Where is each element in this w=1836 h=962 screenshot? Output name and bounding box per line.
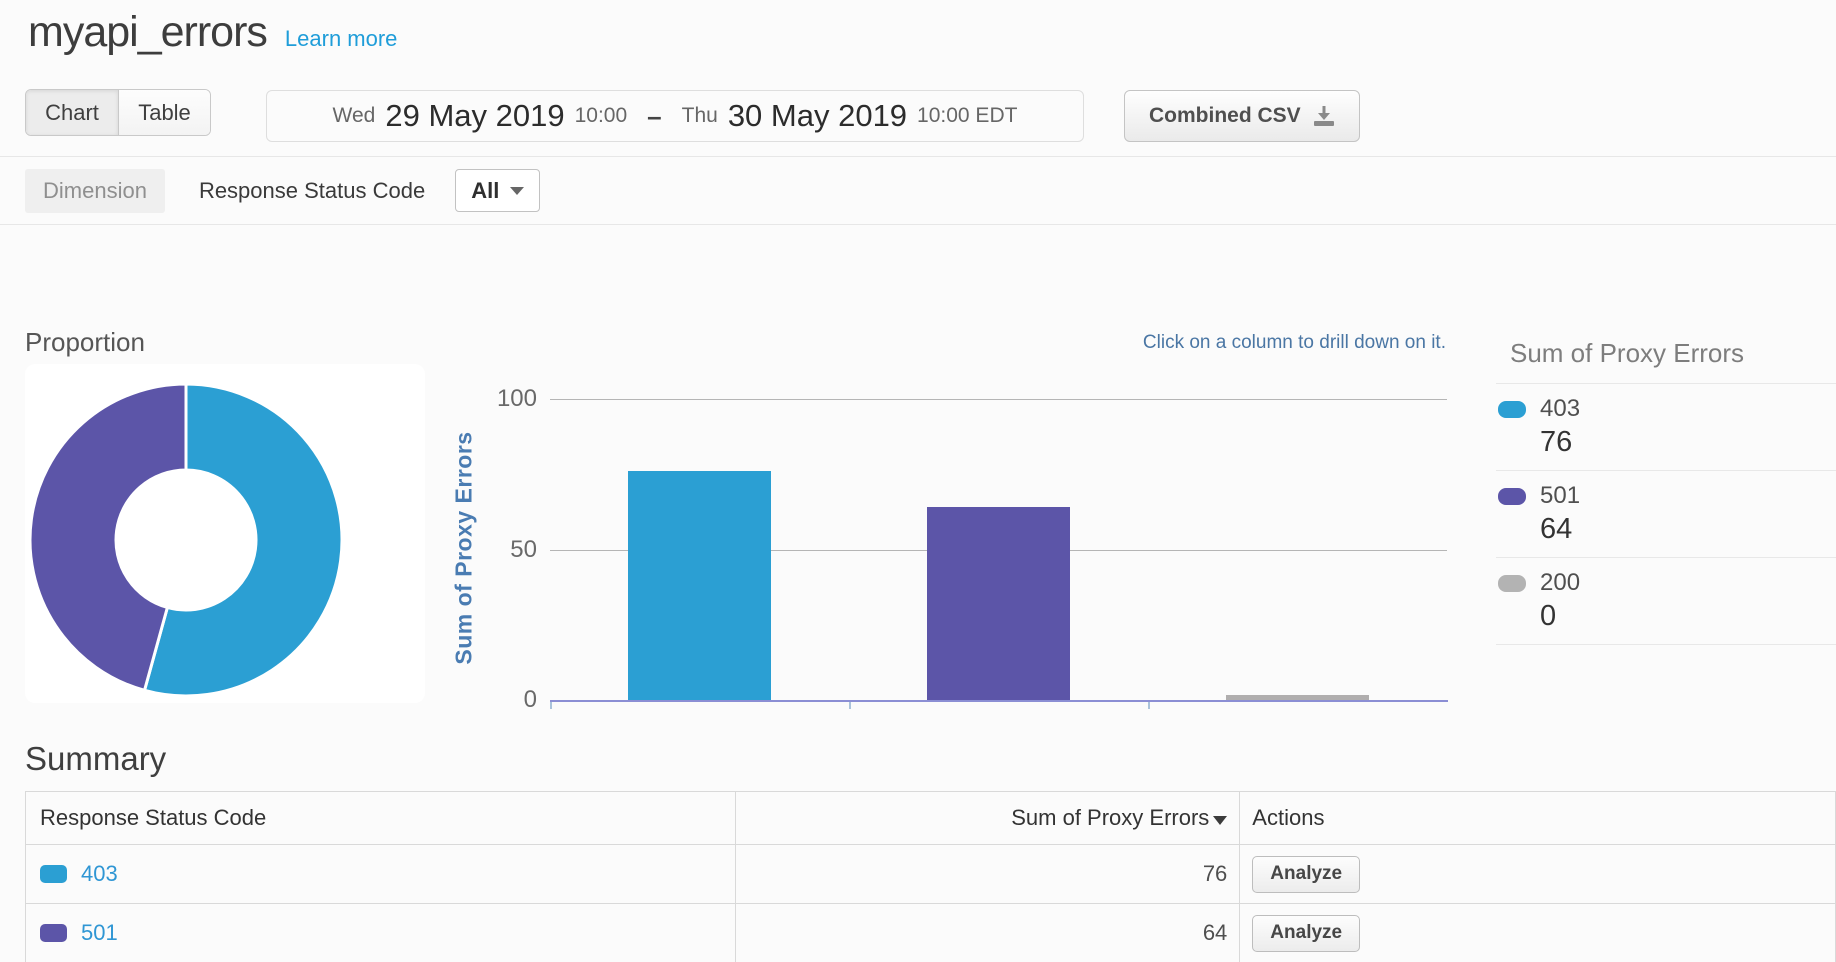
column-header-actions: Actions	[1239, 791, 1836, 845]
legend-panel: Sum of Proxy Errors 403 76 501 64 200 0	[1496, 338, 1836, 645]
sort-descending-icon[interactable]	[1213, 816, 1228, 825]
download-icon	[1313, 106, 1334, 126]
proportion-title: Proportion	[25, 327, 145, 357]
legend-label: 403	[1540, 395, 1581, 422]
legend-items: 403 76 501 64 200 0	[1496, 384, 1836, 645]
legend-label: 200	[1540, 569, 1581, 596]
tab-chart[interactable]: Chart	[26, 90, 118, 135]
legend-item-head: 200	[1498, 569, 1836, 597]
date-range-picker[interactable]: Wed 29 May 2019 10:00 – Thu 30 May 2019 …	[266, 90, 1084, 142]
table-row-501: 501 64 Analyze	[25, 903, 1836, 962]
donut-slice-501[interactable]	[28, 382, 188, 693]
column-header-response-status-code: Response Status Code	[25, 791, 736, 845]
status-code-link-501[interactable]: 501	[81, 920, 118, 945]
gridline-100	[550, 399, 1447, 400]
tab-table[interactable]: Table	[118, 90, 210, 135]
legend-label: 501	[1540, 482, 1581, 509]
proportion-donut-chart	[28, 382, 344, 698]
header: myapi_errors Learn more	[28, 8, 397, 57]
start-day: Wed	[332, 104, 376, 127]
bar-chart-x-axis	[550, 700, 1448, 702]
end-date: 30 May 2019	[727, 98, 908, 133]
legend-item-head: 501	[1498, 482, 1836, 510]
x-axis-tick	[1148, 702, 1150, 709]
caret-down-icon	[510, 186, 525, 195]
combined-csv-button[interactable]: Combined CSV	[1124, 90, 1360, 142]
x-axis-tick	[849, 702, 851, 709]
analyze-button-501[interactable]: Analyze	[1252, 914, 1361, 952]
legend-title: Sum of Proxy Errors	[1496, 338, 1836, 384]
start-time: 10:00	[574, 104, 628, 127]
summary-header-row: Response Status Code Sum of Proxy Errors…	[25, 791, 1836, 845]
combined-csv-label: Combined CSV	[1149, 104, 1301, 127]
bar-501[interactable]	[927, 507, 1070, 700]
dimension-bar: Dimension Response Status Code All	[0, 156, 1836, 225]
analyze-button-403[interactable]: Analyze	[1252, 855, 1361, 893]
dimension-filter-dropdown[interactable]: All	[455, 169, 541, 212]
status-code-link-403[interactable]: 403	[81, 861, 118, 886]
y-tick-label-50: 50	[510, 535, 537, 563]
sum-header-label: Sum of Proxy Errors	[1011, 805, 1210, 830]
summary-table-body: 403 76 Analyze 501 64 Analyze	[25, 844, 1836, 962]
legend-swatch-icon	[1498, 487, 1526, 505]
sum-of-proxy-errors-value: 76	[734, 844, 1241, 904]
sum-of-proxy-errors-value: 64	[734, 903, 1241, 962]
legend-swatch-icon	[1498, 400, 1526, 418]
legend-item-head: 403	[1498, 395, 1836, 423]
legend-item-200[interactable]: 200 0	[1496, 558, 1836, 645]
legend-item-501[interactable]: 501 64	[1496, 471, 1836, 558]
end-time: 10:00 EDT	[917, 104, 1018, 127]
y-tick-label-0: 0	[523, 686, 537, 713]
x-axis-tick	[550, 702, 552, 709]
page-title: myapi_errors	[28, 8, 268, 56]
learn-more-link[interactable]: Learn more	[284, 26, 398, 51]
column-header-sum-of-proxy-errors[interactable]: Sum of Proxy Errors	[734, 791, 1241, 845]
table-row-403: 403 76 Analyze	[25, 844, 1836, 904]
status-code-cell: 403	[40, 861, 735, 887]
legend-value: 64	[1540, 513, 1573, 545]
status-code-swatch-icon	[40, 865, 67, 883]
status-code-cell: 501	[40, 920, 735, 946]
drill-down-hint: Click on a column to drill down on it.	[1142, 332, 1446, 353]
chart-table-toggle: Chart Table	[25, 89, 211, 136]
dimension-filter-value: All	[471, 177, 500, 203]
donut-slice-403[interactable]	[142, 382, 344, 698]
y-tick-label-100: 100	[496, 385, 537, 412]
dimension-name: Response Status Code	[198, 177, 426, 203]
summary-table: Response Status Code Sum of Proxy Errors…	[25, 791, 1836, 962]
dimension-chip: Dimension	[25, 168, 165, 213]
status-code-swatch-icon	[40, 924, 67, 942]
date-range-separator: –	[647, 100, 662, 131]
bar-403[interactable]	[628, 471, 771, 700]
legend-item-403[interactable]: 403 76	[1496, 384, 1836, 471]
summary-heading: Summary	[25, 740, 167, 777]
end-day: Thu	[681, 104, 718, 127]
bar-200[interactable]	[1226, 695, 1369, 700]
legend-swatch-icon	[1498, 574, 1526, 592]
start-date: 29 May 2019	[385, 98, 565, 133]
legend-value: 0	[1540, 600, 1557, 632]
proportion-donut-card	[25, 364, 425, 703]
legend-value: 76	[1540, 426, 1573, 458]
